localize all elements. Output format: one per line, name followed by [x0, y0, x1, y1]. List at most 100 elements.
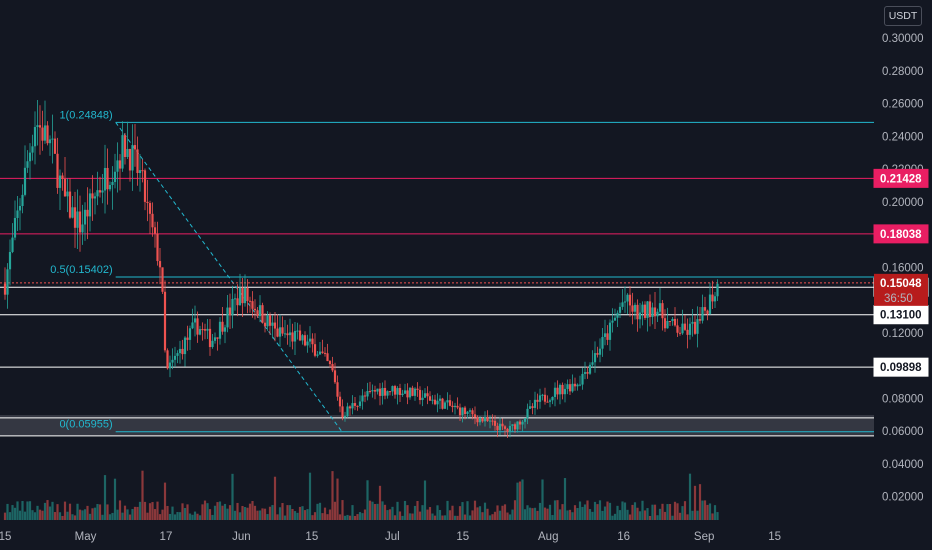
- countdown-label: 36:50: [884, 293, 913, 305]
- volume-bar: [323, 507, 327, 520]
- x-tick-label: 15: [768, 531, 781, 543]
- candle: [111, 181, 114, 185]
- volume-bar: [538, 502, 542, 520]
- volume-bar: [211, 514, 214, 520]
- volume-bar: [31, 510, 34, 520]
- candle: [143, 170, 147, 202]
- candle: [71, 207, 74, 218]
- candle: [421, 397, 424, 401]
- price-tag-bg: [873, 168, 929, 188]
- volume-bar: [186, 504, 189, 520]
- volume-bar: [666, 504, 669, 520]
- candle: [503, 426, 507, 429]
- volume-bar: [41, 510, 44, 520]
- volume-bar: [518, 481, 522, 520]
- volume-bar: [591, 511, 594, 520]
- candle: [633, 304, 637, 312]
- candle: [26, 161, 29, 168]
- candle: [233, 298, 237, 300]
- candle: [498, 423, 502, 431]
- volume-bar: [188, 513, 192, 520]
- candle: [158, 261, 162, 268]
- candle: [613, 317, 617, 321]
- volume-bar: [643, 510, 647, 520]
- candle: [261, 305, 264, 323]
- volume-bar: [546, 508, 549, 520]
- volume-bar: [548, 504, 552, 520]
- candle: [366, 391, 369, 397]
- candle: [546, 401, 549, 403]
- candle: [406, 390, 409, 398]
- candle: [473, 414, 477, 418]
- volume-bar: [6, 503, 9, 520]
- candle: [48, 139, 52, 144]
- candle: [203, 329, 207, 331]
- volume-bar: [531, 508, 534, 520]
- volume-bar: [228, 505, 232, 520]
- candle: [493, 420, 497, 426]
- fib-retracement: 1(0.24848) 0.5(0.15402) 0(0.05955): [0, 109, 874, 433]
- candle: [611, 320, 614, 323]
- candle: [536, 399, 539, 402]
- x-tick-label: Jul: [385, 531, 400, 543]
- candle: [303, 335, 307, 346]
- volume-bar: [648, 515, 652, 520]
- volume-bar: [266, 514, 269, 520]
- candle: [186, 337, 189, 340]
- candle: [268, 315, 272, 326]
- currency-button[interactable]: USDT: [884, 6, 922, 26]
- candle: [533, 399, 537, 408]
- volume-bar: [276, 514, 279, 520]
- candle: [323, 352, 327, 354]
- candle: [551, 396, 554, 401]
- volume-bar: [53, 512, 57, 520]
- candle: [266, 315, 269, 327]
- volume-bar: [253, 505, 257, 520]
- volume-bar: [101, 514, 104, 520]
- volume-bar: [13, 507, 17, 520]
- volume-bar: [386, 510, 389, 520]
- candle: [76, 211, 79, 228]
- candle: [646, 301, 649, 318]
- time-axis[interactable]: 15 May 17 Jun 15 Jul 15 Aug 16 Sep 15: [0, 531, 781, 543]
- volume-bar: [363, 509, 367, 520]
- candle: [413, 388, 417, 396]
- candle: [521, 421, 524, 425]
- x-tick-label: 16: [617, 531, 630, 543]
- volume-bar: [713, 505, 717, 520]
- candle: [116, 160, 119, 172]
- candle: [608, 322, 612, 340]
- volume-bar: [621, 501, 624, 520]
- candle: [243, 288, 247, 304]
- volume-bar: [498, 510, 502, 520]
- candle: [31, 146, 34, 153]
- candle: [478, 418, 482, 423]
- candle: [118, 160, 122, 169]
- candle: [391, 386, 394, 392]
- candle: [38, 125, 42, 128]
- volume-bar: [78, 509, 82, 520]
- volume-bar: [193, 511, 197, 520]
- candle: [226, 307, 229, 328]
- candle: [178, 348, 182, 354]
- volume-bar: [431, 513, 434, 520]
- candle: [596, 353, 599, 355]
- candle: [188, 328, 192, 340]
- x-tick-label: 17: [160, 531, 173, 543]
- volume-bar: [711, 513, 714, 520]
- volume-bar: [18, 510, 22, 520]
- candle: [91, 193, 94, 199]
- volume-bar: [423, 480, 427, 520]
- candle: [228, 307, 232, 316]
- volume-bar: [241, 505, 244, 520]
- candle: [53, 138, 57, 154]
- volume-bar: [693, 485, 697, 520]
- candle: [658, 303, 662, 312]
- volume-bar: [488, 515, 492, 520]
- price-tag-bg: [873, 357, 929, 377]
- candle: [348, 406, 352, 409]
- volume-bar: [23, 511, 27, 520]
- volume-bar: [611, 515, 614, 520]
- volume-bar: [413, 505, 417, 520]
